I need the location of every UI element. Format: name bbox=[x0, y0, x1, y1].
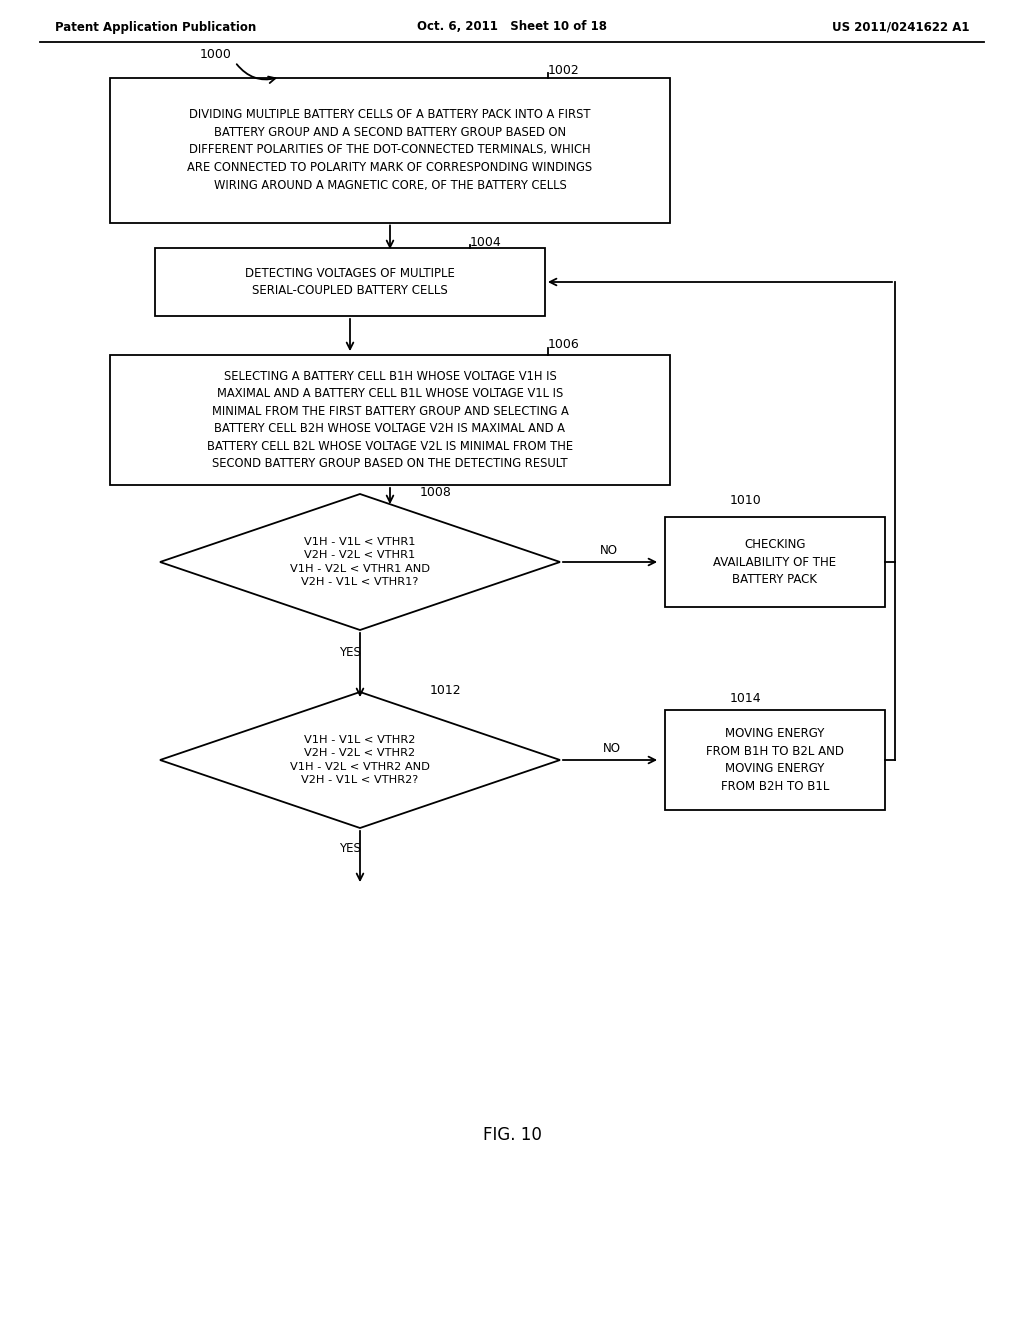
Text: NO: NO bbox=[600, 544, 618, 557]
Text: FIG. 10: FIG. 10 bbox=[482, 1126, 542, 1144]
Text: 1000: 1000 bbox=[200, 49, 231, 62]
Text: DIVIDING MULTIPLE BATTERY CELLS OF A BATTERY PACK INTO A FIRST
BATTERY GROUP AND: DIVIDING MULTIPLE BATTERY CELLS OF A BAT… bbox=[187, 108, 593, 191]
Text: V1H - V1L < VTHR2
V2H - V2L < VTHR2
V1H - V2L < VTHR2 AND
V2H - V1L < VTHR2?: V1H - V1L < VTHR2 V2H - V2L < VTHR2 V1H … bbox=[290, 735, 430, 785]
Text: MOVING ENERGY
FROM B1H TO B2L AND
MOVING ENERGY
FROM B2H TO B1L: MOVING ENERGY FROM B1H TO B2L AND MOVING… bbox=[706, 727, 844, 793]
Bar bbox=[665, 517, 885, 607]
Text: DETECTING VOLTAGES OF MULTIPLE
SERIAL-COUPLED BATTERY CELLS: DETECTING VOLTAGES OF MULTIPLE SERIAL-CO… bbox=[245, 267, 455, 297]
Text: US 2011/0241622 A1: US 2011/0241622 A1 bbox=[833, 21, 970, 33]
Polygon shape bbox=[160, 692, 560, 828]
Text: V1H - V1L < VTHR1
V2H - V2L < VTHR1
V1H - V2L < VTHR1 AND
V2H - V1L < VTHR1?: V1H - V1L < VTHR1 V2H - V2L < VTHR1 V1H … bbox=[290, 537, 430, 587]
Text: 1012: 1012 bbox=[430, 684, 462, 697]
Text: 1008: 1008 bbox=[420, 486, 452, 499]
Bar bbox=[665, 710, 885, 810]
Text: 1014: 1014 bbox=[730, 692, 762, 705]
Text: 1006: 1006 bbox=[548, 338, 580, 351]
Bar bbox=[155, 248, 545, 315]
Text: 1002: 1002 bbox=[548, 63, 580, 77]
Text: 1004: 1004 bbox=[470, 235, 502, 248]
Text: YES: YES bbox=[339, 842, 360, 854]
Text: Patent Application Publication: Patent Application Publication bbox=[55, 21, 256, 33]
Text: NO: NO bbox=[603, 742, 621, 755]
Text: 1010: 1010 bbox=[730, 494, 762, 507]
Text: Oct. 6, 2011   Sheet 10 of 18: Oct. 6, 2011 Sheet 10 of 18 bbox=[417, 21, 607, 33]
Bar bbox=[110, 78, 670, 223]
Text: CHECKING
AVAILABILITY OF THE
BATTERY PACK: CHECKING AVAILABILITY OF THE BATTERY PAC… bbox=[714, 539, 837, 586]
Text: YES: YES bbox=[339, 645, 360, 659]
Text: SELECTING A BATTERY CELL B1H WHOSE VOLTAGE V1H IS
MAXIMAL AND A BATTERY CELL B1L: SELECTING A BATTERY CELL B1H WHOSE VOLTA… bbox=[207, 370, 573, 470]
Polygon shape bbox=[160, 494, 560, 630]
Bar bbox=[110, 355, 670, 484]
